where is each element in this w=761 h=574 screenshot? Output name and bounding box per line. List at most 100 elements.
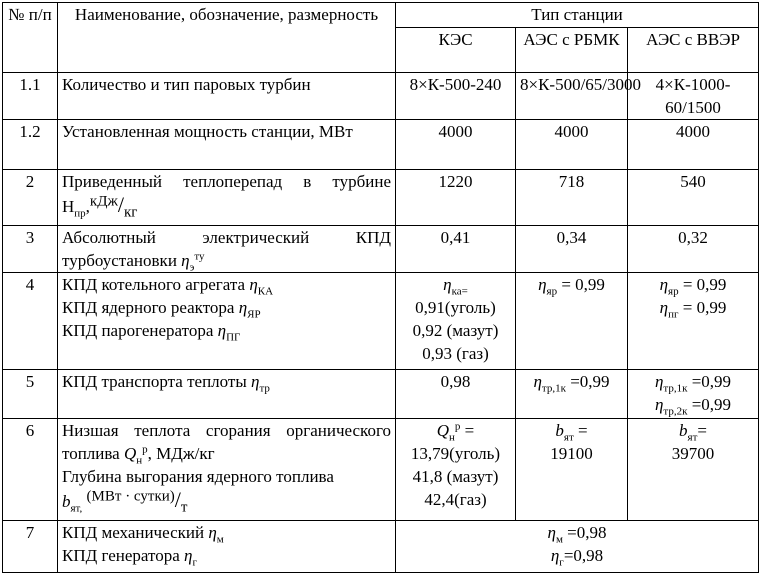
b-symbol: b — [62, 492, 71, 511]
row-num: 4 — [2, 272, 58, 370]
row-name: Приведенный теплоперепад в турбине Hпр,к… — [57, 169, 396, 226]
line-text: КПД ядерного реактора — [62, 298, 235, 317]
eta-symbol: η — [181, 251, 190, 270]
value-vver: ηяр = 0,99 ηпг = 0,99 — [626, 272, 760, 370]
superscript: ту — [194, 250, 205, 263]
row-num: 6 — [2, 418, 58, 521]
row-num: 7 — [2, 520, 58, 573]
value-kes: 0,41 — [395, 225, 516, 273]
value-rbmk: 4000 — [515, 119, 628, 170]
subscript: ка — [451, 285, 462, 298]
table-row: 2 Приведенный теплоперепад в турбине Hпр… — [2, 169, 760, 226]
value-line: 42,4(газ) — [424, 490, 487, 509]
row-num: 3 — [2, 225, 58, 273]
row-name: Низшая теплота сгорания органического то… — [57, 418, 396, 521]
value: =0,98 — [567, 523, 607, 542]
name-text: Глубина выгорания ядерного топлива — [62, 467, 334, 486]
value-kes: Qнр = 13,79(уголь) 41,8 (мазут) 42,4(газ… — [395, 418, 516, 521]
value-vver: 4000 — [626, 119, 760, 170]
subscript: ят — [687, 431, 698, 444]
table-row: 3 Абсолютный электрический КПД турбоуста… — [2, 225, 760, 274]
table-row: 7 КПД механический ηм КПД генератора ηг … — [2, 520, 760, 573]
header-aes-rbmk: АЭС с РБМК — [515, 27, 628, 73]
row-num: 2 — [2, 169, 58, 226]
q-symbol: Q — [123, 444, 137, 463]
value-rbmk: 8×К-500/65/3000 — [515, 72, 641, 120]
value-rbmk: 0,34 — [515, 225, 628, 273]
subscript: пр — [74, 207, 86, 220]
unit-numerator: кДж — [89, 193, 118, 210]
value-kes: 0,98 — [395, 369, 516, 419]
header-station-type: Тип станции — [394, 2, 760, 28]
subscript: г — [192, 556, 197, 569]
value: =0,99 — [691, 395, 732, 414]
equals: = — [578, 421, 588, 440]
header-name: Наименование, обозначение, размерность — [57, 2, 396, 73]
row-name: Установленная мощность станции, МВт — [57, 119, 396, 170]
row-name: Количество и тип паровых турбин — [57, 72, 396, 120]
line-text: КПД парогенератора — [62, 321, 214, 340]
line-text: КПД механический — [62, 523, 205, 542]
value: = 0,99 — [682, 298, 727, 317]
value: =0,99 — [691, 372, 732, 391]
value-rbmk: bят = 19100 — [515, 418, 628, 521]
separator: , — [85, 197, 90, 216]
subscript: тр — [259, 382, 270, 395]
equals: = — [697, 421, 707, 440]
equals: = — [464, 421, 475, 440]
table-row: 4 КПД котельного агрегата ηКА КПД ядерно… — [2, 272, 760, 370]
subscript: ПГ — [226, 331, 241, 344]
line-text: КПД генератора — [62, 546, 180, 565]
name-text: КПД транспорта теплоты — [62, 372, 247, 391]
row-name: Абсолютный электрический КПД турбоустано… — [57, 225, 396, 274]
subscript: ЯР — [247, 308, 261, 321]
subscript: тр,1к — [663, 382, 688, 395]
subscript: яр — [668, 285, 679, 298]
value-line: 13,79(уголь) — [410, 444, 501, 463]
header-aes-vver: АЭС с ВВЭР — [626, 27, 760, 73]
name-text: Приведенный теплоперепад в турбине H — [62, 172, 391, 216]
subscript: м — [555, 533, 563, 546]
table-row: 6 Низшая теплота сгорания органического … — [2, 418, 760, 521]
table-row: 1.1 Количество и тип паровых турбин 8×К-… — [2, 72, 760, 120]
subscript: КА — [257, 285, 274, 298]
subscript: ят — [563, 431, 574, 444]
name-text: Абсолютный электрический КПД турбоустано… — [62, 228, 391, 270]
row-num: 5 — [2, 369, 58, 419]
subscript: тр,1к — [541, 382, 566, 395]
name-text: Низшая теплота сгорания органического то… — [62, 421, 391, 463]
equals: = — [461, 285, 468, 298]
table-row: 1.2 Установленная мощность станции, МВт … — [2, 119, 760, 170]
table-row: 5 КПД транспорта теплоты ηтр 0,98 ηтр,1к… — [2, 369, 760, 419]
value: =0,99 — [570, 372, 610, 391]
superscript: р — [142, 443, 148, 456]
header-num: № п/п — [2, 2, 58, 73]
row-name: КПД механический ηм КПД генератора ηг — [57, 520, 396, 573]
row-name: КПД котельного агрегата ηКА КПД ядерного… — [57, 272, 396, 370]
subscript: э — [189, 261, 195, 274]
value-all-stations: ηм =0,98 ηг=0,98 — [394, 520, 760, 573]
line-text: КПД котельного агрегата — [62, 275, 246, 294]
value-rbmk: ηтр,1к =0,99 — [515, 369, 628, 419]
value-rbmk: 718 — [515, 169, 628, 226]
subscript: тр,2к — [663, 405, 688, 418]
value-vver: 540 — [626, 169, 760, 226]
row-num: 1.1 — [2, 72, 58, 120]
value-kes: 4000 — [395, 119, 516, 170]
value-line: 0,91(уголь) — [415, 298, 496, 317]
value-kes: ηка= 0,91(уголь) 0,92 (мазут) 0,93 (газ) — [395, 272, 516, 370]
value-kes: 8×К-500-240 — [395, 72, 516, 120]
subscript: г — [559, 556, 564, 569]
value-vver: 0,32 — [626, 225, 760, 273]
unit-denominator: кг — [123, 204, 138, 221]
unit-numerator: (МВт · сутки) — [86, 488, 175, 505]
value: = 0,99 — [682, 275, 727, 294]
row-num: 1.2 — [2, 119, 58, 170]
value: =0,98 — [563, 546, 604, 565]
subscript: ят, — [70, 502, 83, 515]
value: 39700 — [671, 444, 715, 463]
value-vver: 4×К-1000-60/1500 — [626, 72, 760, 120]
subscript: пг — [668, 308, 679, 321]
value: 19100 — [550, 444, 593, 463]
